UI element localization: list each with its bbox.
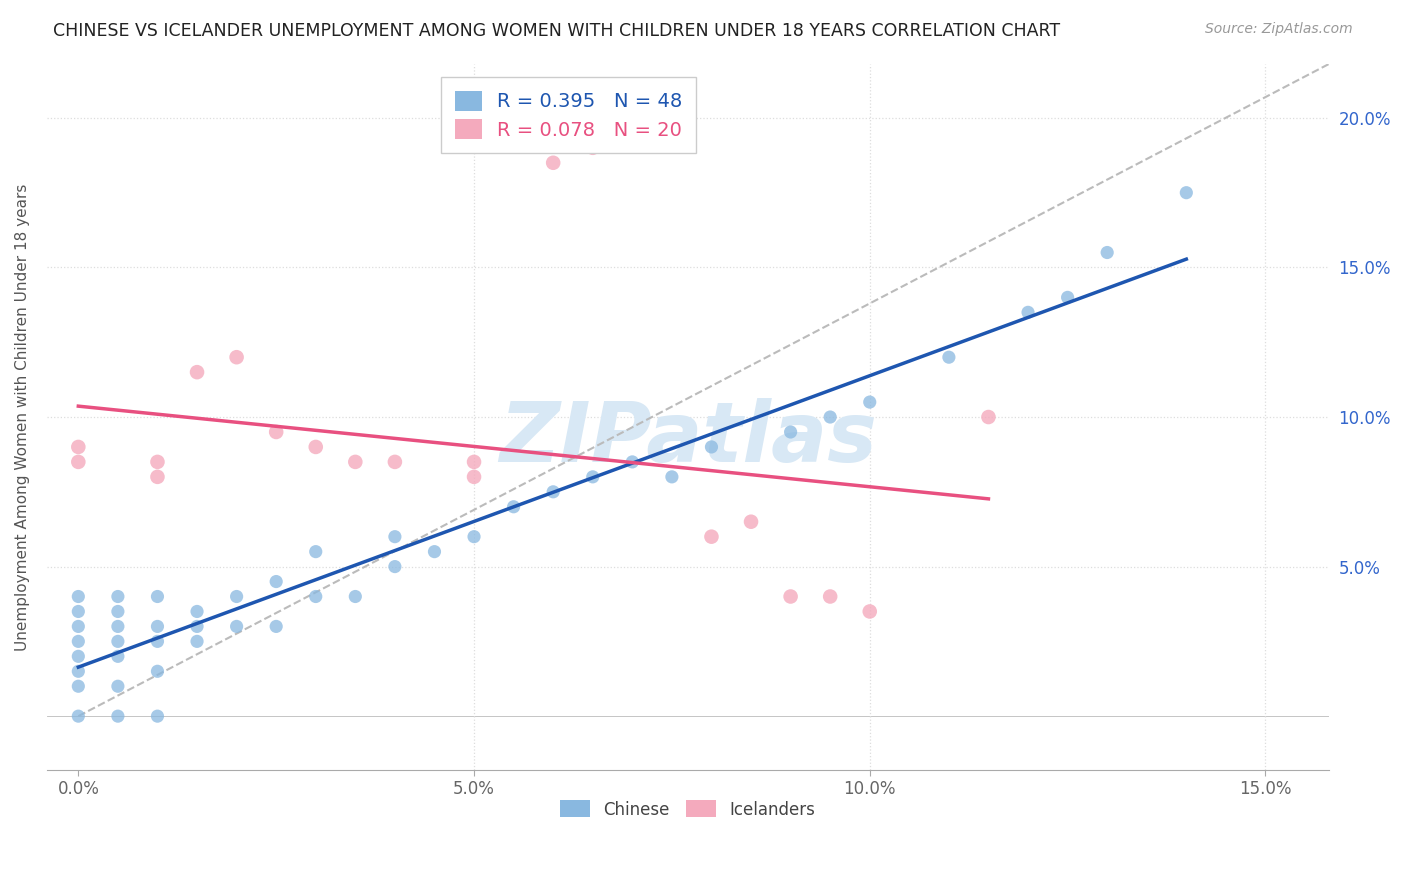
Point [700, 530, 723, 544]
Point [502, 500, 524, 514]
Point [977, 410, 1000, 425]
Point [344, 590, 367, 604]
Point [541, 484, 564, 499]
Point [582, 141, 605, 155]
Point [384, 559, 406, 574]
Point [818, 410, 841, 425]
Point [938, 350, 960, 364]
Point [582, 470, 605, 484]
Point [186, 634, 208, 648]
Point [67, 634, 90, 648]
Point [146, 709, 169, 723]
Point [107, 619, 129, 633]
Y-axis label: Unemployment Among Women with Children Under 18 years: Unemployment Among Women with Children U… [15, 184, 30, 651]
Point [859, 604, 882, 618]
Point [67, 679, 90, 693]
Point [67, 709, 90, 723]
Point [67, 619, 90, 633]
Point [621, 455, 644, 469]
Point [1017, 305, 1039, 319]
Point [225, 350, 247, 364]
Point [264, 619, 287, 633]
Point [463, 530, 485, 544]
Point [186, 604, 208, 618]
Point [67, 455, 90, 469]
Point [146, 619, 169, 633]
Point [146, 470, 169, 484]
Point [463, 470, 485, 484]
Point [344, 455, 367, 469]
Point [1095, 245, 1118, 260]
Point [107, 590, 129, 604]
Point [1175, 186, 1198, 200]
Point [384, 530, 406, 544]
Point [384, 455, 406, 469]
Point [779, 590, 801, 604]
Point [305, 440, 328, 454]
Point [859, 395, 882, 409]
Point [107, 634, 129, 648]
Point [463, 455, 485, 469]
Legend: Chinese, Icelanders: Chinese, Icelanders [554, 794, 823, 825]
Point [186, 619, 208, 633]
Point [740, 515, 762, 529]
Point [107, 649, 129, 664]
Point [661, 470, 683, 484]
Point [423, 544, 446, 558]
Point [225, 619, 247, 633]
Point [818, 590, 841, 604]
Point [146, 590, 169, 604]
Point [146, 634, 169, 648]
Point [67, 604, 90, 618]
Point [305, 544, 328, 558]
Point [264, 425, 287, 439]
Point [225, 590, 247, 604]
Point [305, 590, 328, 604]
Point [107, 709, 129, 723]
Point [67, 665, 90, 679]
Point [67, 440, 90, 454]
Point [146, 665, 169, 679]
Point [67, 649, 90, 664]
Point [107, 604, 129, 618]
Text: Source: ZipAtlas.com: Source: ZipAtlas.com [1205, 22, 1353, 37]
Point [107, 679, 129, 693]
Point [186, 365, 208, 379]
Point [541, 155, 564, 169]
Point [700, 440, 723, 454]
Point [779, 425, 801, 439]
Point [146, 455, 169, 469]
Point [264, 574, 287, 589]
Text: ZIPatlas: ZIPatlas [499, 398, 877, 479]
Point [67, 590, 90, 604]
Point [1056, 290, 1078, 304]
Text: CHINESE VS ICELANDER UNEMPLOYMENT AMONG WOMEN WITH CHILDREN UNDER 18 YEARS CORRE: CHINESE VS ICELANDER UNEMPLOYMENT AMONG … [53, 22, 1060, 40]
